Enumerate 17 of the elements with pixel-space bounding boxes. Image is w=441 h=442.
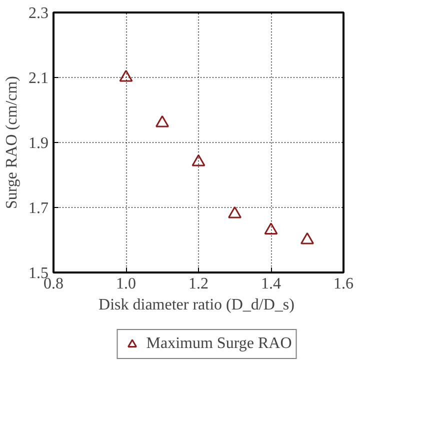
- y-tick-label: 2.3: [28, 5, 48, 22]
- y-axis-title: Surge RAO (cm/cm): [4, 76, 20, 210]
- x-tick-label: 1.0: [116, 276, 136, 292]
- point: [119, 70, 133, 82]
- y-tick-label: 1.9: [28, 135, 48, 152]
- x-tick-label: 1.4: [261, 276, 281, 292]
- legend-label: Maximum Surge RAO: [146, 334, 292, 352]
- y-tick-label: 1.7: [28, 200, 48, 217]
- x-tick-label: 1.2: [188, 276, 208, 292]
- point: [264, 222, 278, 234]
- point: [300, 232, 314, 244]
- point: [228, 206, 242, 218]
- x-axis-title: Disk diameter ratio (D_d/D_s): [98, 296, 294, 314]
- x-tick-label: 1.6: [334, 276, 354, 292]
- y-tick-label: 2.1: [28, 70, 48, 87]
- point: [192, 154, 206, 166]
- point: [156, 115, 169, 128]
